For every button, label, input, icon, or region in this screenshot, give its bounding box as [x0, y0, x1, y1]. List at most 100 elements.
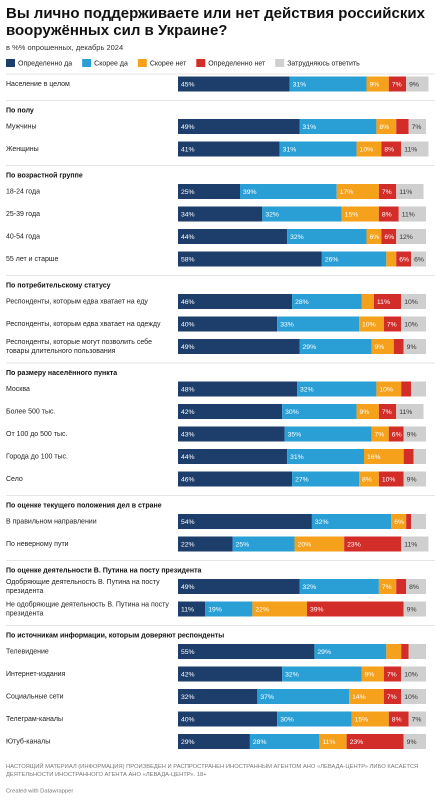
value-label: 16%: [367, 454, 381, 461]
chart-subtitle: в %% опрошенных, декабрь 2024: [6, 43, 123, 52]
bar-segment: [403, 339, 426, 354]
bar-segment: [366, 229, 382, 244]
bar-segment: [287, 229, 367, 244]
row-label: Мужчины: [6, 123, 37, 130]
value-label: 11%: [404, 541, 417, 548]
value-label: 46%: [181, 299, 195, 306]
bar-segment: [336, 184, 379, 199]
value-label: 9%: [365, 671, 375, 678]
row-label: Интернет-издания: [6, 671, 66, 678]
value-label: 6%: [369, 234, 379, 241]
value-label: 32%: [300, 386, 314, 393]
group-title: По оценке текущего положения дел в стран…: [6, 502, 162, 509]
row-label: Телеграм-каналы: [6, 716, 63, 723]
value-label: 23%: [347, 541, 361, 548]
value-label: 28%: [253, 739, 267, 746]
bar-segment: [386, 644, 402, 659]
value-label: 54%: [181, 519, 195, 526]
bar-segment: [401, 644, 409, 659]
value-label: 10%: [362, 321, 376, 328]
bar-segment: [393, 339, 404, 354]
value-label: 28%: [295, 299, 309, 306]
group-title: По оценке деятельности В. Путина на пост…: [6, 567, 202, 574]
bar-segment: [386, 251, 397, 267]
legend-label: Определенно да: [18, 60, 72, 67]
bar-segment: [178, 711, 278, 727]
bar-segment: [178, 601, 206, 617]
bar-segment: [178, 404, 283, 419]
value-label: 40%: [181, 321, 195, 328]
bar-segment: [178, 579, 300, 594]
row-label: Респонденты, которым едва хватает на оде…: [6, 321, 161, 328]
value-label: 32%: [315, 519, 329, 526]
bar-segment: [401, 536, 429, 552]
bar-segment: [292, 471, 360, 487]
bar-segment: [341, 206, 379, 222]
value-label: 45%: [181, 81, 195, 88]
bar-segment: [356, 404, 379, 419]
value-label: 55%: [181, 649, 195, 656]
group-title: По потребительскому статусу: [6, 281, 111, 289]
value-label: 6%: [384, 234, 394, 241]
value-label: 23%: [350, 739, 364, 746]
bar-segment: [401, 316, 426, 332]
bar-segment: [178, 294, 293, 309]
bar-segment: [396, 119, 409, 134]
bar-segment: [178, 141, 280, 157]
bar-segment: [403, 601, 426, 617]
row-label: Респонденты, которые могут позволить себ…: [6, 338, 154, 355]
value-label: 10%: [404, 299, 418, 306]
value-label: 22%: [255, 606, 269, 613]
bar-segment: [319, 734, 347, 749]
row-label: 18-24 года: [6, 188, 40, 195]
bar-segment: [383, 689, 402, 704]
chart-title: Вы лично поддерживаете или нет действия …: [6, 5, 429, 39]
value-label: 9%: [407, 739, 417, 746]
value-label: 46%: [181, 476, 195, 483]
value-label: 9%: [407, 431, 417, 438]
row-label: Село: [6, 476, 23, 483]
value-label: 17%: [340, 189, 354, 196]
value-label: 43%: [181, 431, 195, 438]
bar-segment: [411, 251, 426, 267]
bar-segment: [289, 76, 367, 92]
row-label: Одобряющие деятельность В. Путина на пос…: [6, 578, 162, 595]
value-label: 30%: [285, 409, 299, 416]
value-label: 37%: [260, 694, 274, 701]
value-label: 29%: [181, 739, 195, 746]
bar-segment: [297, 381, 377, 397]
bar-segment: [178, 666, 283, 682]
footnote: НАСТОЯЩИЙ МАТЕРИАЛ (ИНФОРМАЦИЯ) ПРОИЗВЕД…: [6, 762, 420, 778]
value-label: 10%: [404, 671, 418, 678]
bar-segment: [378, 404, 397, 419]
bar-segment: [411, 514, 426, 529]
bar-segment: [349, 689, 384, 704]
value-label: 11%: [404, 146, 417, 153]
bar-segment: [388, 76, 407, 92]
bar-segment: [364, 449, 404, 464]
bar-segment: [282, 666, 362, 682]
value-label: 6%: [414, 256, 424, 263]
value-label: 32%: [303, 584, 317, 591]
value-label: 7%: [382, 584, 392, 591]
bar-segment: [178, 734, 250, 749]
value-label: 31%: [293, 81, 307, 88]
value-label: 42%: [181, 671, 195, 678]
bar-segment: [321, 251, 387, 267]
value-label: 11%: [402, 211, 415, 218]
bar-segment: [178, 251, 322, 267]
value-label: 9%: [409, 81, 419, 88]
value-label: 49%: [181, 344, 195, 351]
value-label: 31%: [290, 454, 304, 461]
row-label: Не одобряющие деятельность В. Путина на …: [6, 600, 171, 617]
bar-segment: [178, 316, 278, 332]
row-label: Москва: [6, 386, 30, 393]
value-label: 32%: [290, 234, 304, 241]
value-label: 11%: [399, 189, 412, 196]
bar-segment: [381, 229, 397, 244]
value-label: 7%: [374, 431, 384, 438]
bar-segment: [277, 316, 360, 332]
bar-segment: [284, 426, 372, 442]
row-label: Женщины: [6, 146, 39, 153]
bar-segment: [344, 536, 402, 552]
